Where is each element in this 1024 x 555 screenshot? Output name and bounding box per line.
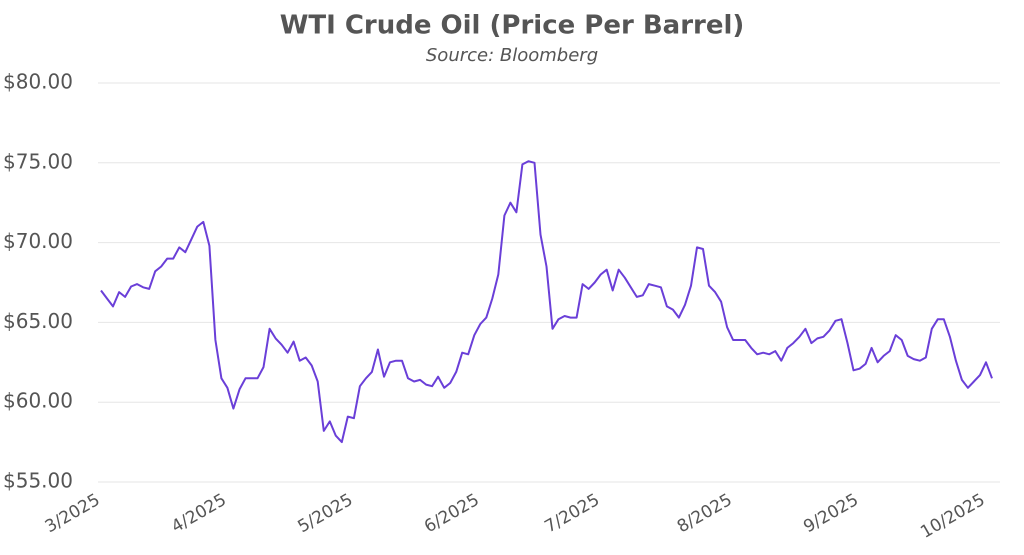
x-tick-label: 10/2025: [917, 490, 988, 543]
y-tick-label: $75.00: [3, 149, 73, 173]
chart-subtitle: Source: Bloomberg: [426, 45, 598, 66]
x-tick-label: 5/2025: [295, 490, 357, 537]
x-tick-label: 7/2025: [541, 490, 603, 537]
y-tick-label: $55.00: [3, 469, 73, 493]
x-tick-label: 9/2025: [800, 490, 862, 537]
y-tick-label: $80.00: [3, 70, 73, 94]
x-tick-label: 3/2025: [42, 490, 104, 537]
y-tick-label: $70.00: [3, 229, 73, 253]
y-tick-label: $60.00: [3, 389, 73, 413]
price-line: [100, 160, 993, 444]
y-tick-label: $65.00: [3, 309, 73, 333]
x-tick-label: 8/2025: [674, 490, 736, 537]
x-tick-label: 4/2025: [168, 490, 230, 537]
chart-title: WTI Crude Oil (Price Per Barrel): [280, 11, 745, 41]
x-tick-label: 6/2025: [421, 490, 483, 537]
